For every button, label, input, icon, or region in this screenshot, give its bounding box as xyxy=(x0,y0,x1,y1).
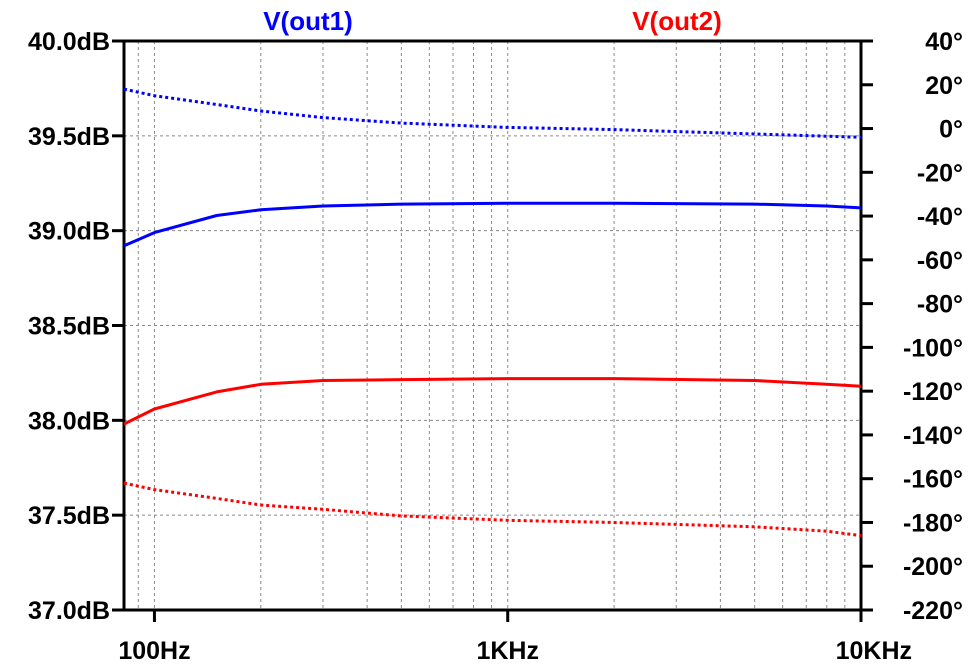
y-left-tick-label: 38.5dB xyxy=(28,313,110,341)
y-right-tick-label: -160° xyxy=(903,466,963,494)
y-right-tick-label: -100° xyxy=(903,334,963,362)
y-right-tick-label: -80° xyxy=(917,291,963,319)
y-right-tick-label: -180° xyxy=(903,509,963,537)
y-left-tick-label: 39.0dB xyxy=(28,218,110,246)
series-line-vout2-phase xyxy=(123,481,862,538)
legend: V(out1) V(out2) xyxy=(263,6,722,36)
legend-label-vout1: V(out1) xyxy=(263,6,353,36)
x-tick-label: 10KHz xyxy=(836,637,912,665)
y-left-tick-label: 38.0dB xyxy=(28,407,110,435)
axis-ticks xyxy=(112,39,873,622)
y-right-tick-label: -140° xyxy=(903,422,963,450)
legend-label-vout2: V(out2) xyxy=(632,6,722,36)
y-left-tick-label: 37.5dB xyxy=(28,502,110,530)
y-right-tick-label: -20° xyxy=(917,159,963,187)
axis-labels: 40.0dB 39.5dB 39.0dB 38.5dB 38.0dB 37.5dB 37.0… xyxy=(28,28,963,665)
grid xyxy=(124,41,861,610)
x-tick-label: 100Hz xyxy=(118,637,190,665)
y-left-tick-label: 37.0dB xyxy=(28,597,110,625)
y-right-tick-label: -40° xyxy=(917,203,963,231)
series-line-vout1-magnitude xyxy=(123,201,862,248)
y-right-tick-label: -220° xyxy=(903,597,963,625)
y-right-tick-label: 40° xyxy=(925,28,963,56)
series xyxy=(123,87,862,538)
y-right-tick-label: -120° xyxy=(903,378,963,406)
series-line-vout2-magnitude xyxy=(123,377,862,426)
x-tick-label: 1KHz xyxy=(476,637,539,665)
y-left-tick-label: 39.5dB xyxy=(28,123,110,151)
y-left-tick-label: 40.0dB xyxy=(28,28,110,56)
y-right-tick-label: -200° xyxy=(903,553,963,581)
y-right-tick-label: 20° xyxy=(925,72,963,100)
series-line-vout1-phase xyxy=(123,87,862,139)
y-right-tick-label: -60° xyxy=(917,247,963,275)
y-right-tick-label: 0° xyxy=(939,116,963,144)
